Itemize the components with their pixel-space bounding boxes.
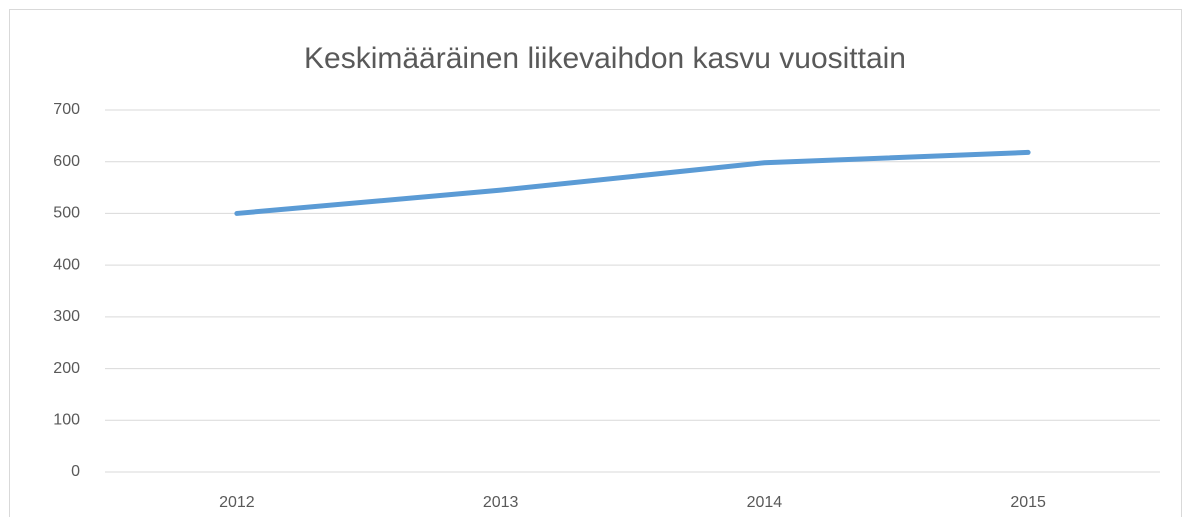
y-tick-label: 700 — [53, 101, 80, 118]
y-tick-label: 600 — [53, 153, 80, 170]
y-tick-label: 100 — [53, 412, 80, 429]
x-tick-label: 2014 — [747, 494, 783, 511]
y-tick-label: 400 — [53, 256, 80, 273]
y-tick-label: 200 — [53, 360, 80, 377]
x-tick-label: 2015 — [1010, 494, 1046, 511]
y-tick-label: 300 — [53, 308, 80, 325]
y-tick-label: 0 — [71, 463, 80, 480]
x-tick-label: 2013 — [483, 494, 519, 511]
chart-border — [9, 9, 1182, 517]
y-tick-label: 500 — [53, 205, 80, 222]
line-series — [234, 149, 1031, 216]
x-tick-label: 2012 — [219, 494, 255, 511]
chart-title: Keskimääräinen liikevaihdon kasvu vuosit… — [304, 42, 906, 75]
